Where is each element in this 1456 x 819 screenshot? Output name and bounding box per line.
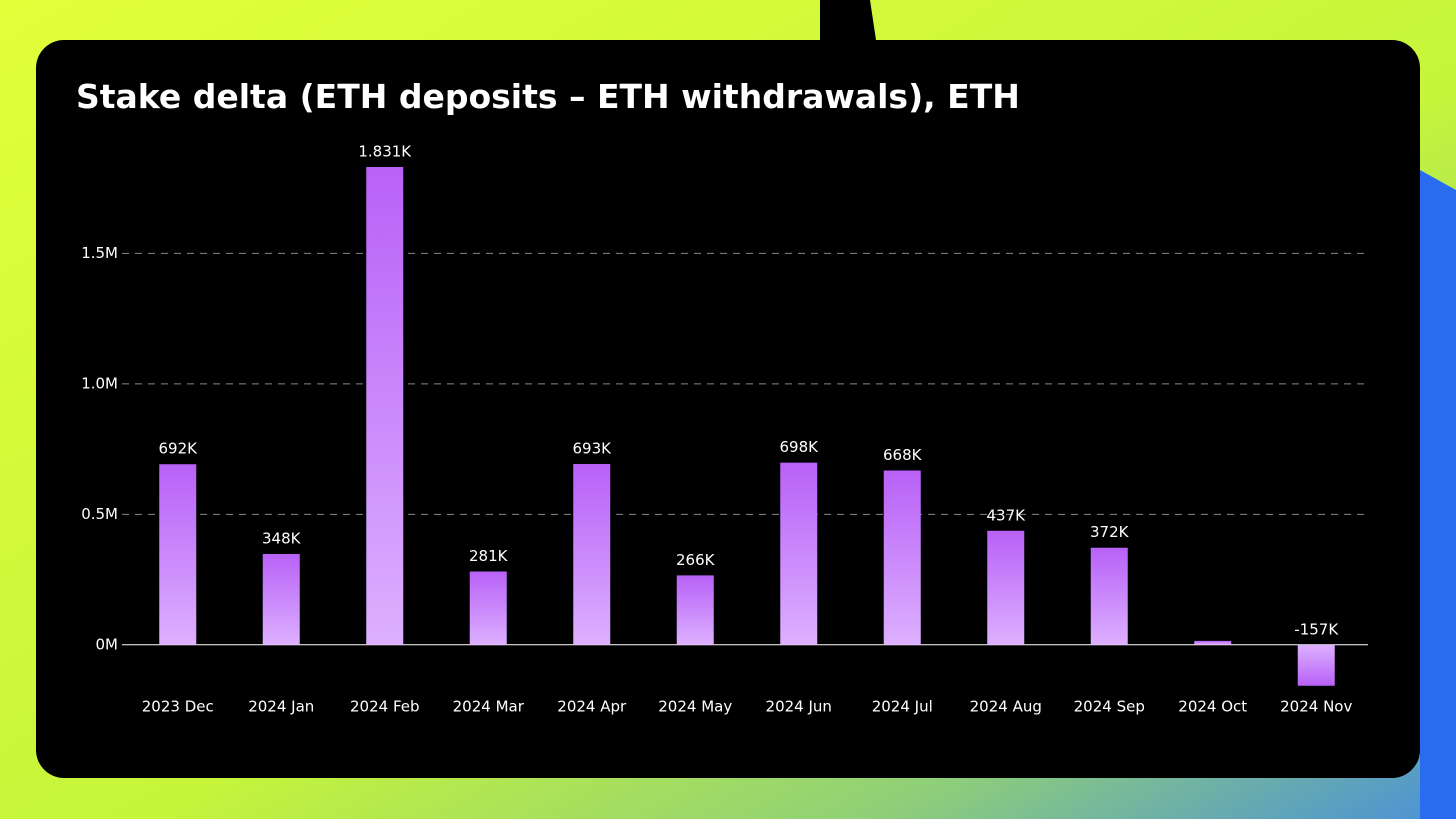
bar <box>780 462 818 645</box>
x-tick-label: 2024 Aug <box>970 698 1042 716</box>
x-tick-label: 2024 Nov <box>1280 698 1352 716</box>
x-tick-label: 2024 Apr <box>557 698 627 716</box>
bar <box>987 530 1025 645</box>
bar <box>1090 547 1128 645</box>
x-tick-label: 2024 Mar <box>453 698 525 716</box>
x-tick-label: 2024 Sep <box>1074 698 1145 716</box>
data-label: 692K <box>159 440 199 458</box>
x-tick-label: 2024 Feb <box>350 698 420 716</box>
background-accent <box>820 0 876 40</box>
y-tick-label: 1.0M <box>81 374 118 392</box>
data-label: -157K <box>1294 620 1339 638</box>
card <box>36 40 1420 778</box>
x-tick-label: 2024 May <box>658 698 732 716</box>
data-label: 372K <box>1090 523 1130 541</box>
x-tick-label: 2024 Jun <box>766 698 832 716</box>
bar <box>883 470 921 645</box>
y-tick-label: 0.5M <box>81 505 118 523</box>
data-label: 266K <box>676 551 716 569</box>
x-tick-label: 2024 Jan <box>248 698 314 716</box>
x-tick-label: 2023 Dec <box>142 698 214 716</box>
chart-title: Stake delta (ETH deposits – ETH withdraw… <box>76 77 1020 116</box>
bar <box>1194 640 1232 645</box>
bar <box>262 553 300 645</box>
y-tick-label: 0M <box>96 635 119 653</box>
bar <box>366 167 404 645</box>
bar <box>676 575 714 645</box>
x-tick-label: 2024 Oct <box>1178 698 1247 716</box>
background-accent <box>1420 170 1456 819</box>
data-label: 698K <box>780 438 820 456</box>
bar <box>573 463 611 645</box>
y-tick-label: 1.5M <box>81 244 118 262</box>
data-label: 437K <box>987 506 1027 524</box>
data-label: 693K <box>573 439 613 457</box>
x-tick-label: 2024 Jul <box>872 698 933 716</box>
data-label: 668K <box>883 446 923 464</box>
bar <box>159 464 197 645</box>
data-label: 281K <box>469 547 509 565</box>
data-label: 1.831K <box>358 143 412 161</box>
data-label: 348K <box>262 529 302 547</box>
bar <box>1297 644 1335 686</box>
bar <box>469 571 507 645</box>
